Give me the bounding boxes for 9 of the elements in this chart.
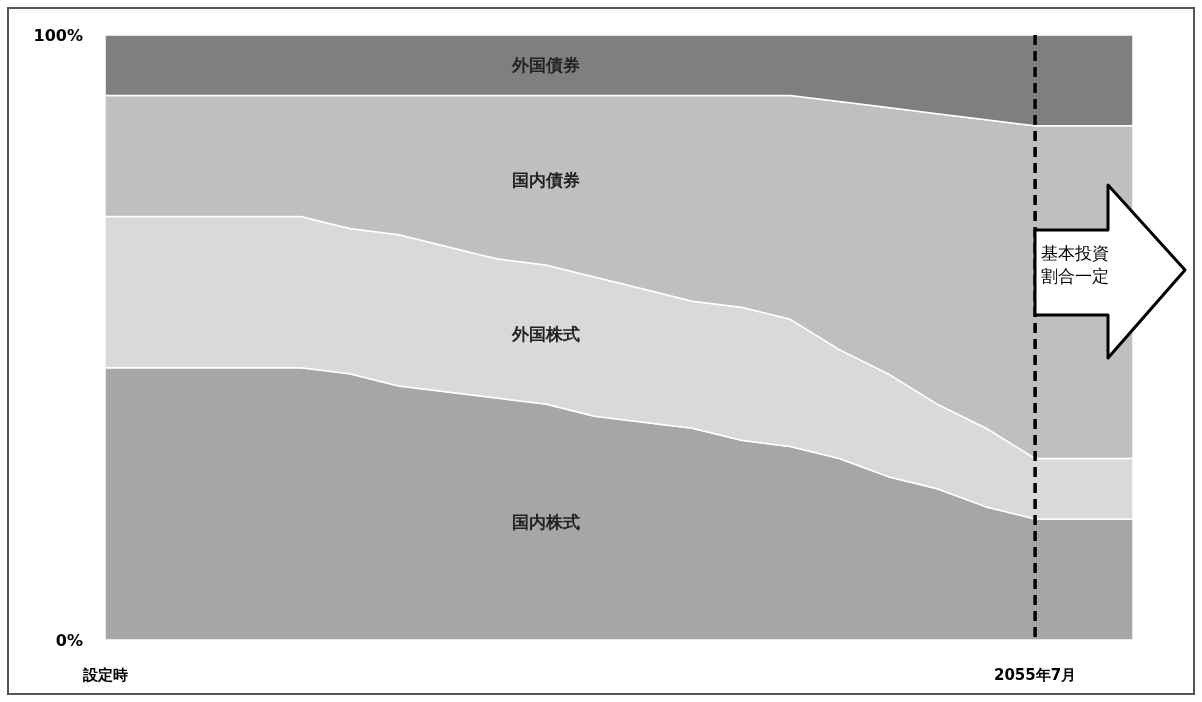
series-label: 外国株式 xyxy=(510,324,580,345)
x-tick-label: 設定時 xyxy=(81,666,128,684)
series-label: 国内株式 xyxy=(511,512,580,533)
series-label: 外国債券 xyxy=(510,55,580,76)
annotation: 基本投資割合一定 xyxy=(1041,243,1109,286)
y-tick-label: 0% xyxy=(55,631,83,650)
series-label: 国内債券 xyxy=(511,170,580,191)
y-tick-label: 100% xyxy=(33,26,83,45)
x-tick-label: 2055年7月 xyxy=(994,666,1077,684)
